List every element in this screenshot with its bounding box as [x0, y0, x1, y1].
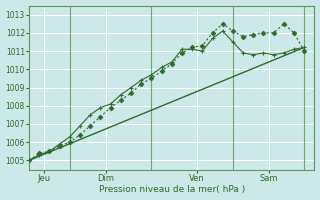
X-axis label: Pression niveau de la mer( hPa ): Pression niveau de la mer( hPa ) [99, 185, 245, 194]
